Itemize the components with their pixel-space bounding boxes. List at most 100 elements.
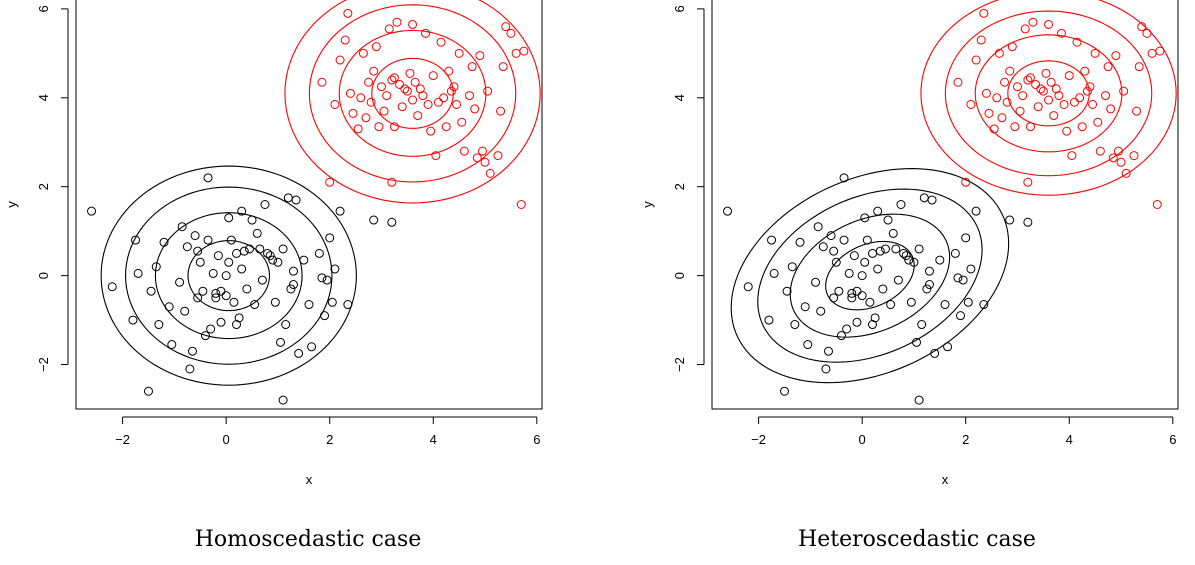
class-2-point <box>1044 95 1054 105</box>
class-2-point <box>470 104 480 114</box>
class-1-point <box>904 255 914 265</box>
class-2-point <box>485 168 495 178</box>
class-2-point <box>1012 82 1022 92</box>
class-2-point <box>1137 22 1147 32</box>
class-1-point <box>834 286 844 296</box>
class-2-point <box>335 55 345 65</box>
class-2-point <box>1080 66 1090 76</box>
class-1-point <box>151 262 161 272</box>
class-1-point <box>950 248 960 258</box>
class-2-point <box>1106 104 1116 114</box>
class-1-point <box>185 364 195 374</box>
class-1-point <box>244 244 254 254</box>
class-1-point <box>862 235 872 245</box>
class-2-point <box>376 82 386 92</box>
x-tick-label: 0 <box>859 432 866 447</box>
class-2-point <box>1082 86 1092 96</box>
class-1-density-contour <box>154 212 303 340</box>
y-tick-label: 4 <box>672 94 687 101</box>
class-2-point <box>439 93 449 103</box>
class-1-point <box>857 291 867 301</box>
x-axis-label: x <box>942 472 949 487</box>
homoscedastic-caption: Homoscedastic case <box>194 527 422 552</box>
class-1-point <box>779 386 789 396</box>
class-1-point <box>958 275 968 285</box>
class-1-point <box>216 286 226 296</box>
class-2-point <box>477 146 487 156</box>
y-tick-label: 0 <box>36 272 51 279</box>
class-2-point <box>325 177 335 187</box>
class-1-point <box>224 213 234 223</box>
class-1-point <box>847 293 857 303</box>
class-1-point <box>966 264 976 274</box>
class-2-point <box>369 66 379 76</box>
class-1-point <box>852 286 862 296</box>
class-2-point <box>410 77 420 87</box>
class-2-point <box>475 51 485 61</box>
class-1-point <box>195 257 205 267</box>
class-1-point <box>288 266 298 276</box>
class-2-point <box>1121 168 1131 178</box>
x-tick-label: 4 <box>430 432 437 447</box>
class-1-point <box>260 200 270 209</box>
class-2-point <box>516 200 526 209</box>
homoscedastic-scatter-plot: −2 0 2 4 6 −2 0 2 4 6 x y <box>4 0 543 487</box>
plot-area <box>87 0 541 405</box>
class-1-point <box>880 244 890 254</box>
class-2-point <box>1075 93 1085 103</box>
class-2-point <box>496 106 506 116</box>
class-2-point <box>402 86 412 96</box>
y-tick-label: −2 <box>36 357 51 372</box>
x-tick-label: 4 <box>1066 432 1073 447</box>
class-2-point <box>480 157 490 167</box>
y-tick-label: 6 <box>36 5 51 12</box>
class-1-point <box>782 286 792 296</box>
class-2-point <box>1020 24 1030 34</box>
class-1-point <box>167 340 177 350</box>
class-1-density-contour <box>757 188 983 363</box>
class-2-point <box>1093 117 1103 127</box>
class-2-point <box>989 124 999 134</box>
class-2-point <box>356 93 366 103</box>
class-2-point <box>1046 77 1056 87</box>
class-2-point <box>1010 122 1020 132</box>
class-1-point <box>886 300 896 310</box>
class-2-point <box>1111 51 1121 61</box>
class-2-point <box>501 22 511 32</box>
class-1-point <box>276 337 286 347</box>
class-1-point <box>200 331 210 341</box>
y-axis-label: y <box>640 201 655 208</box>
class-2-point <box>1018 91 1028 101</box>
class-2-point <box>984 108 994 118</box>
class-2-point <box>389 73 399 83</box>
class-2-point <box>1119 86 1129 96</box>
class-2-point <box>340 35 350 45</box>
y-tick-label: 0 <box>672 272 687 279</box>
class-1-point <box>829 293 839 303</box>
class-2-point <box>366 97 376 107</box>
class-2-point <box>979 8 989 18</box>
class-2-point <box>361 113 371 123</box>
class-1-point <box>818 242 828 252</box>
class-2-point <box>418 91 428 101</box>
class-1-point <box>914 395 924 405</box>
class-2-point <box>1062 126 1072 136</box>
x-tick-label: −2 <box>751 432 766 447</box>
class-2-point <box>1113 146 1123 156</box>
class-1-point <box>247 215 257 225</box>
class-1-point <box>813 222 823 232</box>
class-1-point <box>335 206 345 216</box>
class-1-point <box>234 313 244 323</box>
class-1-point <box>257 275 267 285</box>
class-1-point <box>299 255 309 265</box>
class-2-point <box>1038 86 1048 96</box>
class-2-point <box>1033 102 1043 112</box>
class-1-point <box>250 300 260 310</box>
y-tick-label: 2 <box>36 183 51 190</box>
class-2-point <box>467 62 477 72</box>
class-2-point <box>379 106 389 116</box>
class-2-point <box>431 151 441 161</box>
class-1-point <box>288 280 298 290</box>
class-2-density-contour <box>920 0 1177 196</box>
class-2-point <box>1077 122 1087 132</box>
